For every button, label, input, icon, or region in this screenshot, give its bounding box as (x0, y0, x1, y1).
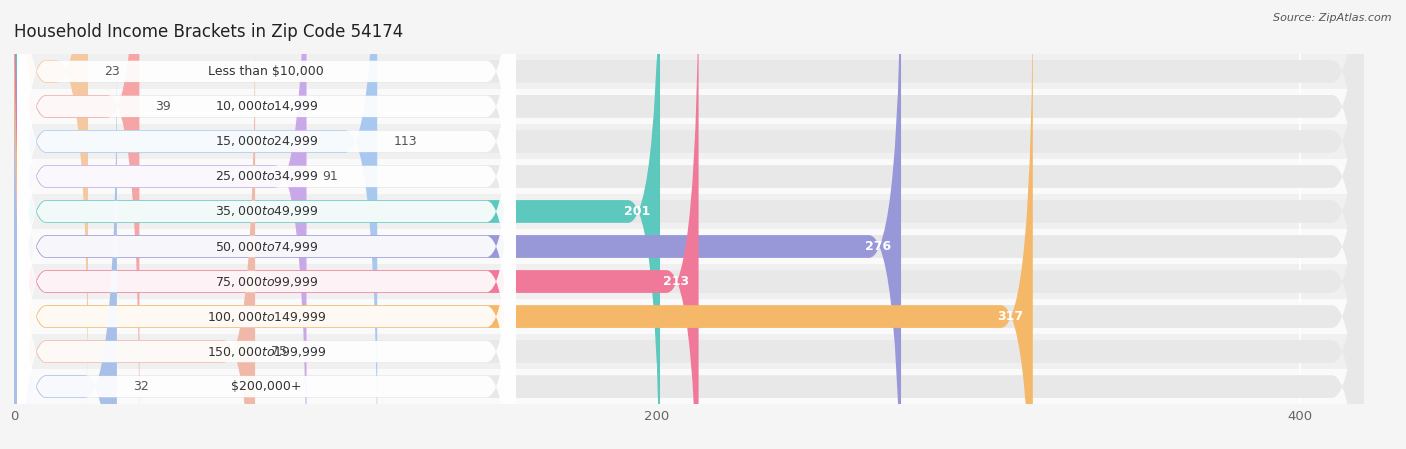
FancyBboxPatch shape (14, 0, 1364, 449)
FancyBboxPatch shape (14, 48, 1364, 449)
FancyBboxPatch shape (14, 48, 117, 449)
FancyBboxPatch shape (14, 0, 1364, 449)
FancyBboxPatch shape (14, 0, 307, 449)
Text: $50,000 to $74,999: $50,000 to $74,999 (215, 239, 318, 254)
Text: $100,000 to $149,999: $100,000 to $149,999 (207, 309, 326, 324)
Text: 75: 75 (271, 345, 287, 358)
FancyBboxPatch shape (14, 89, 1364, 124)
FancyBboxPatch shape (14, 264, 1364, 299)
FancyBboxPatch shape (14, 0, 1364, 445)
Text: 113: 113 (394, 135, 418, 148)
FancyBboxPatch shape (14, 0, 377, 449)
Text: 39: 39 (156, 100, 172, 113)
FancyBboxPatch shape (14, 229, 1364, 264)
Text: Source: ZipAtlas.com: Source: ZipAtlas.com (1274, 13, 1392, 23)
Text: $75,000 to $99,999: $75,000 to $99,999 (215, 274, 318, 289)
FancyBboxPatch shape (14, 0, 89, 410)
FancyBboxPatch shape (17, 0, 516, 446)
Text: 23: 23 (104, 65, 120, 78)
Text: 201: 201 (624, 205, 651, 218)
Text: $35,000 to $49,999: $35,000 to $49,999 (215, 204, 318, 219)
FancyBboxPatch shape (14, 0, 1364, 449)
FancyBboxPatch shape (17, 47, 516, 449)
FancyBboxPatch shape (14, 0, 1364, 410)
FancyBboxPatch shape (14, 0, 659, 449)
Text: Less than $10,000: Less than $10,000 (208, 65, 325, 78)
FancyBboxPatch shape (17, 0, 516, 449)
FancyBboxPatch shape (14, 334, 1364, 369)
Text: $10,000 to $14,999: $10,000 to $14,999 (215, 99, 318, 114)
FancyBboxPatch shape (14, 194, 1364, 229)
FancyBboxPatch shape (14, 0, 1364, 449)
FancyBboxPatch shape (17, 0, 516, 411)
FancyBboxPatch shape (17, 0, 516, 449)
FancyBboxPatch shape (17, 0, 516, 376)
FancyBboxPatch shape (14, 0, 1033, 449)
FancyBboxPatch shape (14, 369, 1364, 404)
FancyBboxPatch shape (14, 13, 1364, 449)
Text: $15,000 to $24,999: $15,000 to $24,999 (215, 134, 318, 149)
FancyBboxPatch shape (14, 0, 139, 445)
Text: 32: 32 (134, 380, 149, 393)
FancyBboxPatch shape (17, 12, 516, 449)
FancyBboxPatch shape (14, 0, 901, 449)
FancyBboxPatch shape (17, 0, 516, 449)
Text: $25,000 to $34,999: $25,000 to $34,999 (215, 169, 318, 184)
Text: 317: 317 (997, 310, 1024, 323)
FancyBboxPatch shape (14, 124, 1364, 159)
Text: $150,000 to $199,999: $150,000 to $199,999 (207, 344, 326, 359)
FancyBboxPatch shape (14, 0, 1364, 449)
Text: Household Income Brackets in Zip Code 54174: Household Income Brackets in Zip Code 54… (14, 23, 404, 41)
FancyBboxPatch shape (14, 0, 699, 449)
FancyBboxPatch shape (17, 0, 516, 449)
Text: 213: 213 (662, 275, 689, 288)
FancyBboxPatch shape (14, 159, 1364, 194)
FancyBboxPatch shape (14, 13, 254, 449)
Text: $200,000+: $200,000+ (231, 380, 301, 393)
FancyBboxPatch shape (14, 299, 1364, 334)
Text: 276: 276 (865, 240, 891, 253)
FancyBboxPatch shape (14, 54, 1364, 89)
Text: 91: 91 (322, 170, 339, 183)
FancyBboxPatch shape (17, 82, 516, 449)
FancyBboxPatch shape (14, 0, 1364, 449)
